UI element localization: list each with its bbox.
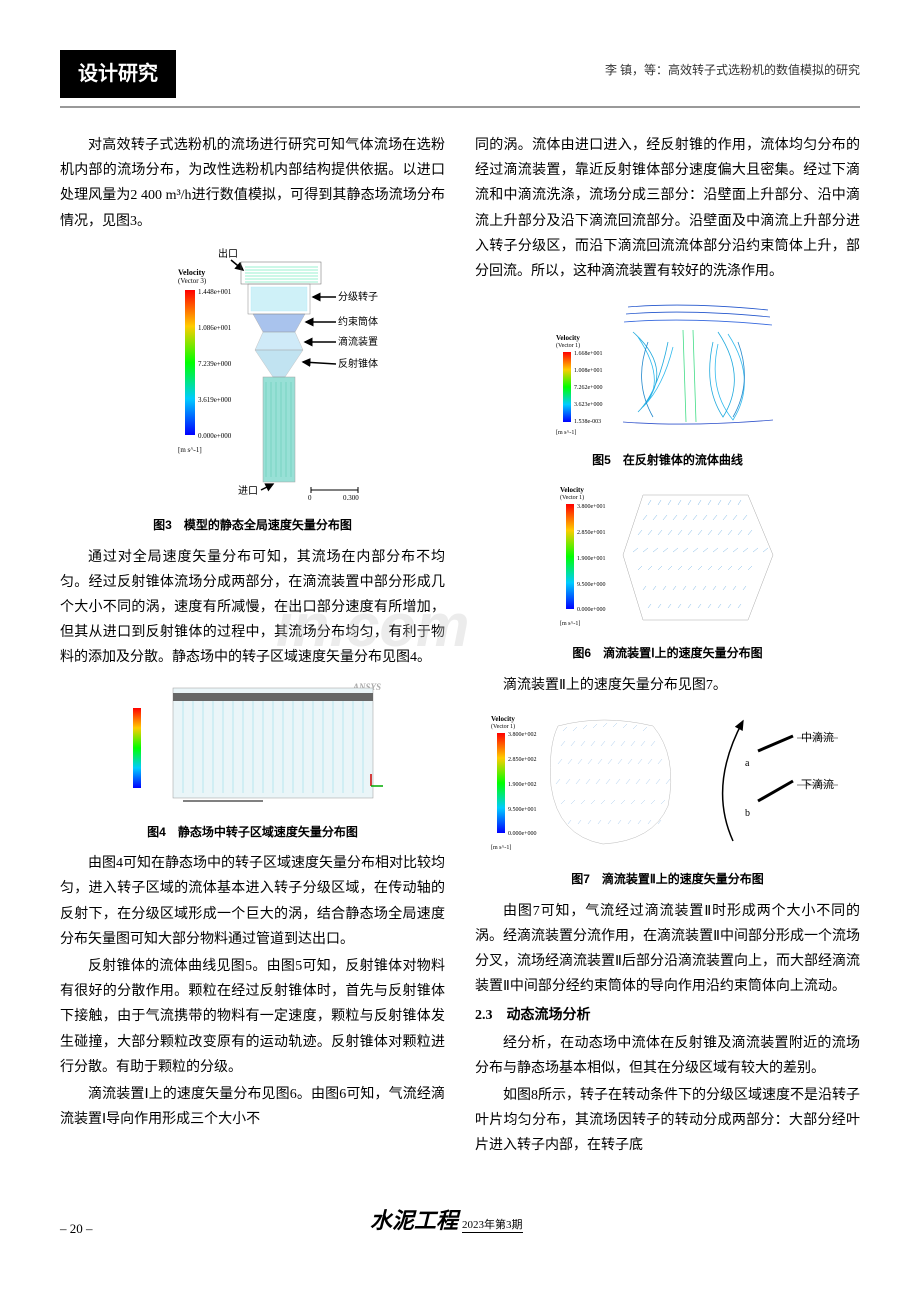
svg-text:1.448e+001: 1.448e+001 xyxy=(198,288,232,296)
svg-text:(Vector 1): (Vector 1) xyxy=(491,723,515,730)
figure-5: Velocity (Vector 1) 1.668e+001 1.008e+00… xyxy=(475,292,860,472)
svg-text:进口: 进口 xyxy=(238,485,258,497)
figure-7: Velocity (Vector 1) 3.800e+002 2.850e+00… xyxy=(475,706,860,891)
header-divider xyxy=(60,106,860,108)
paragraph: 反射锥体的流体曲线见图5。由图5可知，反射锥体对物料有很好的分散作用。颗粒在经过… xyxy=(60,954,445,1080)
paragraph: 对高效转子式选粉机的流场进行研究可知气体流场在选粉机内部的流场分布，为改性选粉机… xyxy=(60,133,445,234)
svg-text:[m s^-1]: [m s^-1] xyxy=(560,621,580,627)
fig6-caption: 图6 滴流装置Ⅰ上的速度矢量分布图 xyxy=(475,643,860,665)
figure-3: 出口 xyxy=(60,242,445,537)
journal-issue: 2023年第3期 xyxy=(462,1219,523,1233)
svg-text:[m s^-1]: [m s^-1] xyxy=(178,446,202,454)
fig6-svg: Velocity (Vector 1) 3.800e+001 2.850e+00… xyxy=(548,480,788,630)
paragraph: 滴流装置Ⅱ上的速度矢量分布见图7。 xyxy=(475,673,860,698)
svg-text:0.300: 0.300 xyxy=(343,494,359,502)
outlet-label: 出口 xyxy=(218,247,238,260)
fig7-svg: Velocity (Vector 1) 3.800e+002 2.850e+00… xyxy=(483,706,853,856)
svg-text:中滴流: 中滴流 xyxy=(801,730,834,744)
running-head: 李 镇，等：高效转子式选粉机的数值模拟的研究 xyxy=(605,50,860,82)
svg-text:2.850e+001: 2.850e+001 xyxy=(577,530,606,536)
svg-text:Velocity: Velocity xyxy=(178,268,205,277)
svg-text:Velocity: Velocity xyxy=(560,486,584,494)
figure-6: Velocity (Vector 1) 3.800e+001 2.850e+00… xyxy=(475,480,860,665)
svg-text:0.000e+000: 0.000e+000 xyxy=(577,607,606,613)
svg-text:7.262e+000: 7.262e+000 xyxy=(574,385,603,391)
section-label: 设计研究 xyxy=(60,50,176,98)
svg-text:1.008e+001: 1.008e+001 xyxy=(574,368,603,374)
svg-text:Velocity: Velocity xyxy=(491,715,515,723)
svg-text:2.850e+002: 2.850e+002 xyxy=(508,757,537,763)
svg-text:b: b xyxy=(745,808,750,819)
paragraph: 通过对全局速度矢量分布可知，其流场在内部分布不均匀。经过反射锥体流场分成两部分，… xyxy=(60,545,445,671)
fig4-svg: ANSYS xyxy=(113,678,393,808)
paragraph: 滴流装置Ⅰ上的速度矢量分布见图6。由图6可知，气流经滴流装置Ⅰ导向作用形成三个大… xyxy=(60,1082,445,1132)
svg-text:反射锥体: 反射锥体 xyxy=(338,358,378,370)
svg-text:Velocity: Velocity xyxy=(556,334,580,342)
journal-info: 水泥工程 2023年第3期 xyxy=(370,1201,523,1241)
svg-text:[m s^-1]: [m s^-1] xyxy=(556,430,576,436)
svg-text:滴流装置: 滴流装置 xyxy=(338,335,378,348)
svg-text:[m s^-1]: [m s^-1] xyxy=(491,845,511,851)
fig4-caption: 图4 静态场中转子区域速度矢量分布图 xyxy=(60,822,445,844)
svg-text:(Vector 3): (Vector 3) xyxy=(178,277,207,285)
svg-text:1.900e+002: 1.900e+002 xyxy=(508,782,537,788)
paragraph: 如图8所示，转子在转动条件下的分级区域速度不是沿转子叶片均匀分布，其流场因转子的… xyxy=(475,1083,860,1159)
fig3-caption: 图3 模型的静态全局速度矢量分布图 xyxy=(60,515,445,537)
svg-text:1.668e+001: 1.668e+001 xyxy=(574,351,603,357)
svg-text:0: 0 xyxy=(308,494,312,502)
right-column: 同的涡。流体由进口进入，经反射锥的作用，流体均匀分布的经过滴流装置，靠近反射锥体… xyxy=(475,133,860,1161)
svg-text:下滴流: 下滴流 xyxy=(801,777,834,791)
fig7-caption: 图7 滴流装置Ⅱ上的速度矢量分布图 xyxy=(475,869,860,891)
paragraph: 由图7可知，气流经过滴流装置Ⅱ时形成两个大小不同的涡。经滴流装置分流作用，在滴流… xyxy=(475,899,860,1000)
svg-text:3.623e+000: 3.623e+000 xyxy=(574,402,603,408)
svg-text:(Vector 1): (Vector 1) xyxy=(560,494,584,501)
paragraph: 经分析，在动态场中流体在反射锥及滴流装置附近的流场分布与静态场基本相似，但其在分… xyxy=(475,1031,860,1081)
svg-text:0.000e+000: 0.000e+000 xyxy=(508,831,537,837)
svg-text:9.500e+001: 9.500e+001 xyxy=(508,807,537,813)
svg-text:1.538e-003: 1.538e-003 xyxy=(574,419,601,425)
svg-text:1.086e+001: 1.086e+001 xyxy=(198,324,232,332)
svg-text:3.619e+000: 3.619e+000 xyxy=(198,396,232,404)
svg-text:约束筒体: 约束筒体 xyxy=(338,315,378,328)
figure-4: ANSYS xyxy=(60,678,445,843)
journal-title: 水泥工程 xyxy=(370,1208,458,1233)
fig3-svg: 出口 xyxy=(123,242,383,502)
svg-text:3.800e+001: 3.800e+001 xyxy=(577,504,606,510)
paragraph: 同的涡。流体由进口进入，经反射锥的作用，流体均匀分布的经过滴流装置，靠近反射锥体… xyxy=(475,133,860,284)
section-2-3-heading: 2.3 动态流场分析 xyxy=(475,1003,860,1028)
paragraph: 由图4可知在静态场中的转子区域速度矢量分布相对比较均匀，进入转子区域的流体基本进… xyxy=(60,851,445,952)
header: 设计研究 李 镇，等：高效转子式选粉机的数值模拟的研究 xyxy=(0,0,920,98)
content-area: 对高效转子式选粉机的流场进行研究可知气体流场在选粉机内部的流场分布，为改性选粉机… xyxy=(0,133,920,1161)
svg-text:9.500e+000: 9.500e+000 xyxy=(577,582,606,588)
svg-text:(Vector 1): (Vector 1) xyxy=(556,342,580,349)
fig5-caption: 图5 在反射锥体的流体曲线 xyxy=(475,450,860,472)
svg-text:分级转子: 分级转子 xyxy=(338,290,378,303)
svg-text:0.000e+000: 0.000e+000 xyxy=(198,432,232,440)
svg-text:a: a xyxy=(745,758,750,769)
svg-text:7.239e+000: 7.239e+000 xyxy=(198,360,232,368)
page-number: – 20 – xyxy=(60,1217,93,1240)
left-column: 对高效转子式选粉机的流场进行研究可知气体流场在选粉机内部的流场分布，为改性选粉机… xyxy=(60,133,445,1161)
svg-text:3.800e+002: 3.800e+002 xyxy=(508,732,537,738)
footer: – 20 – 水泥工程 2023年第3期 xyxy=(0,1181,920,1271)
fig5-svg: Velocity (Vector 1) 1.668e+001 1.008e+00… xyxy=(538,292,798,437)
svg-text:1.900e+001: 1.900e+001 xyxy=(577,556,606,562)
